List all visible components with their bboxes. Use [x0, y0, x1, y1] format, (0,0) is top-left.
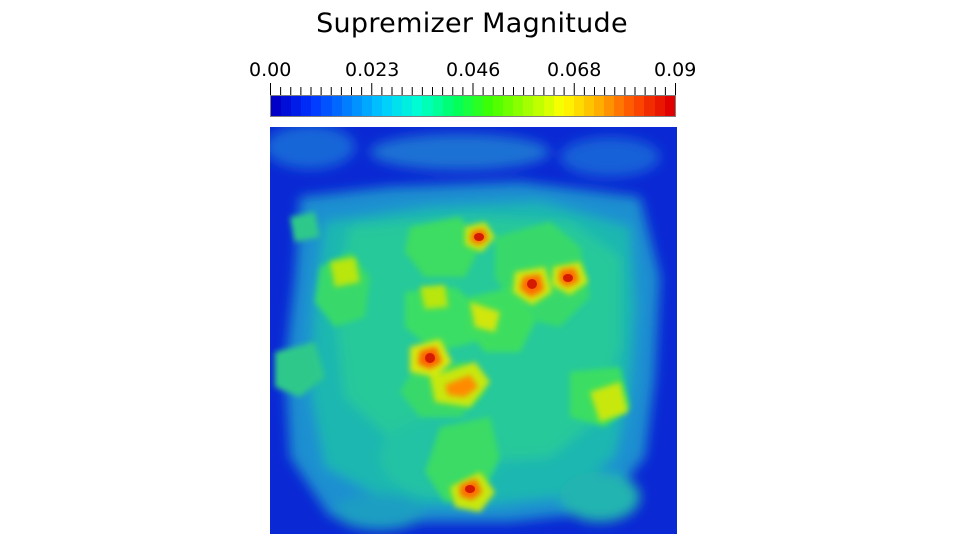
colorbar-swatch	[371, 96, 383, 116]
colorbar-swatch	[513, 96, 524, 116]
colorbar-swatch	[351, 96, 362, 116]
colorbar-swatch	[271, 96, 282, 116]
colorbar-swatch	[442, 96, 453, 116]
colorbar-swatch	[311, 96, 322, 116]
colorbar-swatch	[644, 96, 655, 116]
colorbar-swatch	[341, 96, 352, 116]
colorbar-tick-label-4: 0.09	[654, 59, 697, 81]
colorbar-swatch	[664, 96, 675, 116]
colorbar	[270, 95, 676, 117]
colorbar-tick-label-2: 0.046	[446, 59, 501, 81]
colorbar-swatch	[382, 96, 393, 116]
colorbar-swatch	[563, 96, 574, 116]
supremizer-field-plot	[270, 127, 677, 534]
colorbar-swatch	[553, 96, 564, 116]
colorbar-swatch	[482, 96, 494, 116]
colorbar-swatch	[452, 96, 463, 116]
colorbar-swatch	[291, 96, 302, 116]
colorbar-swatch	[392, 96, 403, 116]
colorbar-swatch	[422, 96, 433, 116]
colorbar-swatch	[634, 96, 645, 116]
colorbar-swatch	[402, 96, 413, 116]
colorbar-swatch	[321, 96, 332, 116]
plot-title: Supremizer Magnitude	[316, 8, 628, 39]
colorbar-swatch	[533, 96, 544, 116]
colorbar-tick-label-3: 0.068	[547, 59, 602, 81]
colorbar-swatch	[281, 96, 292, 116]
colorbar-tick-label-0: 0.00	[249, 59, 292, 81]
colorbar-swatch	[583, 96, 594, 116]
colorbar-swatch	[543, 96, 554, 116]
colorbar-swatch	[493, 96, 504, 116]
colorbar-ticks	[270, 83, 676, 95]
field-hotspots	[330, 222, 628, 512]
colorbar-swatch	[503, 96, 514, 116]
colorbar-swatch	[604, 96, 615, 116]
colorbar-swatch	[462, 96, 473, 116]
colorbar-swatch	[472, 96, 483, 116]
colorbar-swatch	[523, 96, 534, 116]
colorbar-swatch	[654, 96, 665, 116]
colorbar-swatch	[594, 96, 605, 116]
colorbar-swatch	[573, 96, 584, 116]
colorbar-tick-label-1: 0.023	[345, 59, 400, 81]
colorbar-swatch	[412, 96, 423, 116]
colorbar-swatch	[301, 96, 312, 116]
colorbar-swatch	[361, 96, 372, 116]
colorbar-swatch	[432, 96, 443, 116]
colorbar-swatch	[331, 96, 342, 116]
colorbar-swatch	[614, 96, 625, 116]
colorbar-swatch	[624, 96, 635, 116]
